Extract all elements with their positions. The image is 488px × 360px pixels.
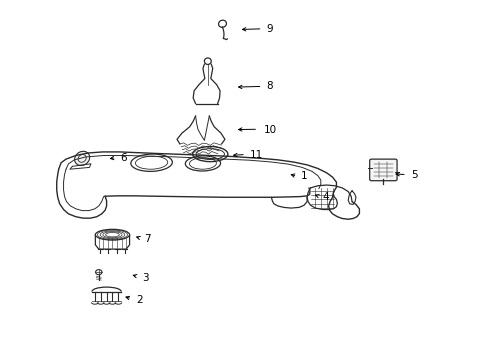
Text: 10: 10 — [264, 125, 277, 135]
Text: 1: 1 — [300, 171, 307, 181]
Text: 11: 11 — [249, 150, 262, 160]
Text: 9: 9 — [266, 24, 273, 34]
Text: 4: 4 — [322, 192, 329, 202]
Text: 3: 3 — [142, 273, 148, 283]
Ellipse shape — [75, 151, 89, 166]
Text: 5: 5 — [410, 170, 417, 180]
Text: 2: 2 — [136, 294, 142, 305]
Text: 7: 7 — [144, 234, 151, 244]
FancyBboxPatch shape — [369, 159, 396, 181]
Text: 6: 6 — [120, 153, 126, 163]
Text: 8: 8 — [266, 81, 273, 91]
